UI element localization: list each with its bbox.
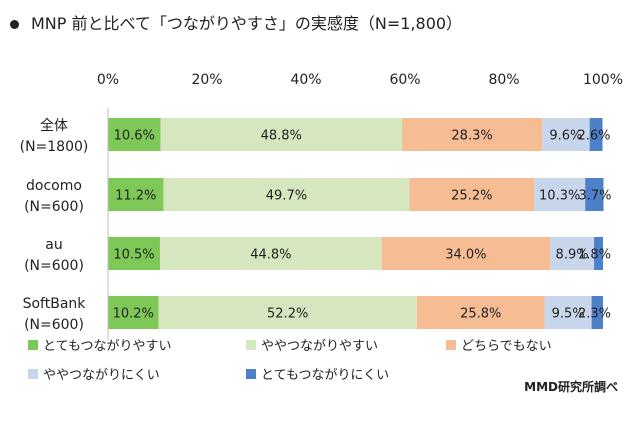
legend-swatch (28, 369, 38, 379)
data-label: 44.8% (250, 248, 291, 263)
bar-segment (594, 237, 603, 270)
legend-swatch (246, 369, 256, 379)
bar-segment (534, 178, 586, 211)
x-tick-label: 60% (389, 72, 420, 88)
bar-segment (108, 118, 161, 151)
data-label: 3.7% (578, 189, 611, 204)
chart-title-text: MNP 前と比べて「つながりやすさ」の実感度（N=1,800） (31, 14, 463, 33)
category-sample-label: (N=600) (24, 258, 84, 274)
data-label: 2.3% (578, 307, 611, 322)
x-tick-label: 20% (191, 72, 222, 88)
chart-title: MNP 前と比べて「つながりやすさ」の実感度（N=1,800） (10, 10, 462, 34)
data-label: 10.5% (113, 248, 154, 263)
bar-segment (589, 118, 603, 151)
bar-segment (542, 118, 590, 151)
data-label: 1.8% (578, 248, 611, 263)
category-label: au (45, 237, 62, 253)
bullet-icon (10, 20, 19, 29)
legend-label: ややつながりやすい (261, 339, 378, 354)
category-label: docomo (26, 178, 82, 194)
x-tick-label: 40% (290, 72, 321, 88)
legend-swatch (246, 340, 256, 350)
bar-segment (416, 296, 545, 329)
bar-segment (160, 118, 403, 151)
bar-segment (544, 296, 592, 329)
bar-segment (108, 296, 159, 329)
bar-segment (591, 296, 603, 329)
bar-segment (163, 178, 410, 211)
data-label: 11.2% (115, 189, 156, 204)
data-label: 10.6% (114, 129, 155, 144)
category-sample-label: (N=600) (24, 317, 84, 333)
bar-segment (409, 178, 535, 211)
source-credit: MMD研究所調べ (524, 380, 618, 394)
data-label: 9.5% (552, 307, 585, 322)
legend-label: ややつながりにくい (43, 368, 160, 383)
category-label: SoftBank (23, 296, 87, 312)
legend-swatch (28, 340, 38, 350)
data-label: 25.2% (451, 189, 492, 204)
legend-label: とてもつながりやすい (43, 339, 171, 354)
data-label: 34.0% (445, 248, 486, 263)
legend-label: とてもつながりにくい (261, 368, 389, 383)
data-label: 25.8% (460, 307, 501, 322)
category-sample-label: (N=1800) (20, 139, 89, 155)
bar-segment (108, 178, 164, 211)
data-label: 8.9% (556, 248, 589, 263)
bar-segment (585, 178, 604, 211)
x-tick-label: 100% (583, 72, 623, 88)
legend-swatch (446, 340, 456, 350)
bar-segment (550, 237, 595, 270)
data-label: 52.2% (267, 307, 308, 322)
x-tick-label: 80% (488, 72, 519, 88)
bar-segment (402, 118, 543, 151)
data-label: 2.6% (577, 129, 610, 144)
bar-segment (381, 237, 551, 270)
category-label: 全体 (40, 117, 68, 134)
data-label: 9.6% (549, 129, 582, 144)
bar-segment (159, 237, 382, 270)
data-label: 49.7% (266, 189, 307, 204)
bar-segment (158, 296, 417, 329)
category-sample-label: (N=600) (24, 199, 84, 215)
data-label: 10.3% (539, 189, 580, 204)
data-label: 28.3% (451, 129, 492, 144)
data-label: 10.2% (113, 307, 154, 322)
data-label: 48.8% (261, 129, 302, 144)
bar-segment (108, 237, 160, 270)
x-tick-label: 0% (97, 72, 119, 88)
legend-label: どちらでもない (461, 339, 552, 354)
